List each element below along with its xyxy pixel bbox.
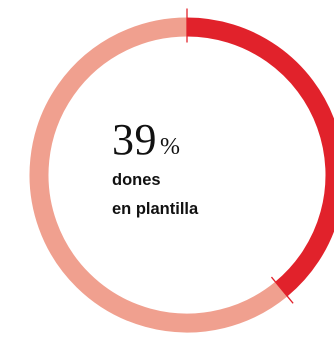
- donut-slice-highlight: [186, 17, 334, 297]
- donut-slice-remainder: [29, 17, 288, 333]
- center-label-line-2: en plantilla: [112, 199, 199, 218]
- boundary-marker-tick: [270, 276, 294, 304]
- center-label-line-1: dones: [112, 171, 161, 189]
- percentage-unit: %: [160, 134, 180, 160]
- center-value-row: 39 %: [112, 118, 198, 162]
- center-annotation: 39 % dones en plantilla: [112, 118, 198, 217]
- percentage-value: 39: [112, 115, 157, 164]
